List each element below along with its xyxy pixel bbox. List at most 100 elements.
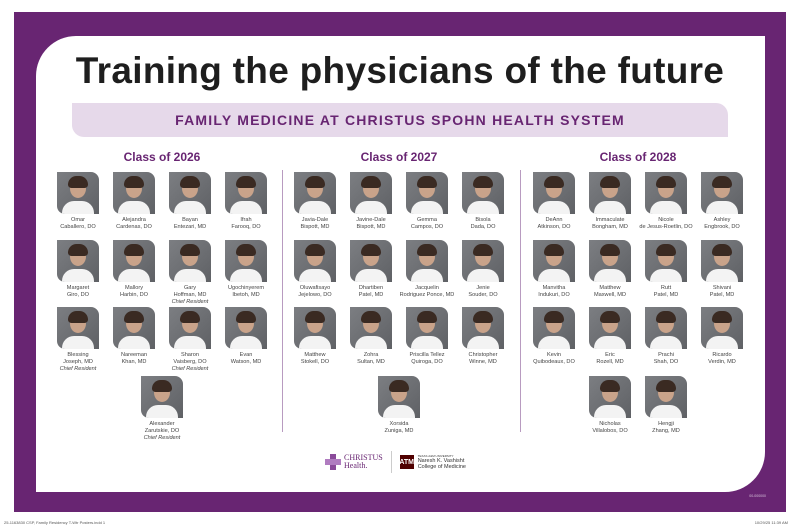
resident-first-name: Bayan bbox=[182, 217, 198, 223]
print-date: 10/29/25 11:39 AM bbox=[754, 520, 788, 525]
logo-text: CHRISTUS bbox=[344, 453, 383, 462]
resident-card: Ashley Engbrook, DO bbox=[694, 172, 750, 231]
resident-last-name: Bispott, MD bbox=[300, 224, 330, 230]
resident-last-name: Zhang, MD bbox=[652, 428, 680, 434]
resident-first-name: Blessing bbox=[67, 352, 89, 358]
resident-last-name: Giro, DO bbox=[66, 292, 90, 298]
resident-last-name: Khan, MD bbox=[121, 359, 147, 365]
logo-text: Naresh K. Vashisht bbox=[417, 457, 465, 464]
resident-last-name: Harbin, DO bbox=[120, 292, 148, 298]
resident-last-name: Quibodeaux, DO bbox=[533, 359, 575, 365]
resident-last-name: Villalobos, DO bbox=[592, 428, 628, 434]
resident-last-name: Patel, MD bbox=[358, 292, 384, 298]
resident-card: Christopher Winne, MD bbox=[455, 307, 511, 366]
class-2028-column: Class of 2028 DeAnn Atkinson, DO Immaculate… bbox=[526, 150, 750, 434]
resident-first-name: Dhartiben bbox=[358, 285, 384, 291]
subtitle: FAMILY MEDICINE AT CHRISTUS SPOHN HEALTH… bbox=[175, 112, 625, 128]
resident-photo bbox=[533, 172, 575, 214]
logo-divider bbox=[390, 451, 392, 473]
resident-card: Alejandra Cardenas, DO bbox=[106, 172, 162, 231]
resident-photo bbox=[225, 172, 267, 214]
resident-last-name: Engbrook, DO bbox=[704, 224, 740, 230]
resident-photo bbox=[462, 307, 504, 349]
resident-first-name: Christopher bbox=[468, 352, 498, 358]
resident-card: Zohra Sultan, MD bbox=[343, 307, 399, 366]
resident-last-name: Watson, MD bbox=[230, 359, 262, 365]
resident-photo bbox=[57, 240, 99, 282]
resident-card: Matthew Maxwell, MD bbox=[582, 240, 638, 299]
resident-photo bbox=[406, 307, 448, 349]
resident-card: Ifrah Farooq, DO bbox=[218, 172, 274, 231]
resident-photo bbox=[589, 172, 631, 214]
resident-role: Chief Resident bbox=[59, 366, 97, 372]
resident-card: Kevin Quibodeaux, DO bbox=[526, 307, 582, 366]
resident-last-name: Bispott, MD bbox=[356, 224, 386, 230]
resident-last-name: Shah, DO bbox=[653, 359, 679, 365]
subtitle-band: FAMILY MEDICINE AT CHRISTUS SPOHN HEALTH… bbox=[72, 103, 728, 137]
resident-first-name: Hengji bbox=[658, 421, 674, 427]
resident-first-name: Nicole bbox=[658, 217, 674, 223]
logo-text: Health. bbox=[344, 461, 368, 470]
resident-card: Priscilla Tellez Quiroga, DO bbox=[399, 307, 455, 366]
resident-first-name: Nicholas bbox=[599, 421, 621, 427]
resident-first-name: Oluwafisayo bbox=[299, 285, 331, 291]
resident-photo bbox=[378, 376, 420, 418]
resident-photo bbox=[225, 240, 267, 282]
resident-first-name: Javine-Dale bbox=[356, 217, 386, 223]
resident-photo bbox=[645, 376, 687, 418]
resident-last-name: Farooq, DO bbox=[231, 224, 261, 230]
class-heading: Class of 2026 bbox=[123, 150, 201, 164]
resident-last-name: Dada, DO bbox=[470, 224, 496, 230]
print-slug: 25-1163830 CSP, Family Residency T-Wtr P… bbox=[4, 520, 106, 525]
resident-last-name: Jejelowo, DO bbox=[298, 292, 332, 298]
resident-first-name: Ricardo bbox=[712, 352, 732, 358]
resident-card: Omar Caballero, DO bbox=[50, 172, 106, 231]
resident-last-name: Maxwell, MD bbox=[593, 292, 626, 298]
footer-logos: CHRISTUS Health. ATM TEXAS A&M UNIVERSITY… bbox=[325, 450, 466, 474]
resident-card: Nareeman Khan, MD bbox=[106, 307, 162, 366]
logo-text: TEXAS A&M UNIVERSITY bbox=[417, 453, 454, 458]
resident-photo bbox=[406, 172, 448, 214]
resident-card: Dhartiben Patel, MD bbox=[343, 240, 399, 299]
resident-first-name: Mallory bbox=[124, 285, 144, 291]
resident-role: Chief Resident bbox=[171, 299, 209, 305]
resident-card: Gary Hoffman, MD Chief Resident bbox=[162, 240, 218, 306]
resident-first-name: Evan bbox=[239, 352, 253, 358]
resident-card: Rutt Patel, MD bbox=[638, 240, 694, 299]
resident-card: Jacquelin Rodriguez Ponce, MD bbox=[399, 240, 455, 299]
resident-last-name: Entezari, MD bbox=[173, 224, 207, 230]
resident-first-name: Ugochinyerem bbox=[227, 285, 265, 291]
resident-last-name: Verdin, MD bbox=[708, 359, 736, 365]
resident-last-name: Campos, DO bbox=[410, 224, 444, 230]
resident-card: Nicholas Villalobos, DO bbox=[582, 376, 638, 435]
resident-last-name: Joseph, MD bbox=[63, 359, 93, 365]
resident-role: Chief Resident bbox=[171, 366, 209, 372]
resident-photo bbox=[701, 172, 743, 214]
resident-photo bbox=[169, 240, 211, 282]
resident-first-name: Prachi bbox=[658, 352, 674, 358]
resident-card: Bisola Dada, DO bbox=[455, 172, 511, 231]
resident-card: Jenie Souder, DO bbox=[455, 240, 511, 299]
resident-first-name: Nareeman bbox=[120, 352, 148, 358]
class-2026-column: Class of 2026 Omar Caballero, DO Alejandra C… bbox=[50, 150, 274, 441]
resident-first-name: Ifrah bbox=[240, 217, 252, 223]
resident-first-name: Javia-Dale bbox=[301, 217, 329, 223]
resident-card: Margaret Giro, DO bbox=[50, 240, 106, 299]
resident-last-name: Souder, DO bbox=[468, 292, 498, 298]
column-divider bbox=[520, 170, 521, 432]
resident-photo bbox=[462, 172, 504, 214]
resident-photo bbox=[645, 307, 687, 349]
resident-photo bbox=[169, 172, 211, 214]
resident-first-name: Immaculate bbox=[595, 217, 625, 223]
resident-photo bbox=[294, 172, 336, 214]
resident-photo bbox=[701, 240, 743, 282]
resident-first-name: Jacquelin bbox=[415, 285, 439, 291]
resident-last-name: Patel, MD bbox=[653, 292, 679, 298]
resident-first-name: Sharon bbox=[180, 352, 200, 358]
resident-photo bbox=[462, 240, 504, 282]
resident-card: Sharon Vaisberg, DO Chief Resident bbox=[162, 307, 218, 373]
resident-first-name: Matthew bbox=[599, 285, 621, 291]
resident-photo bbox=[589, 307, 631, 349]
resident-photo bbox=[294, 307, 336, 349]
resident-photo bbox=[113, 172, 155, 214]
